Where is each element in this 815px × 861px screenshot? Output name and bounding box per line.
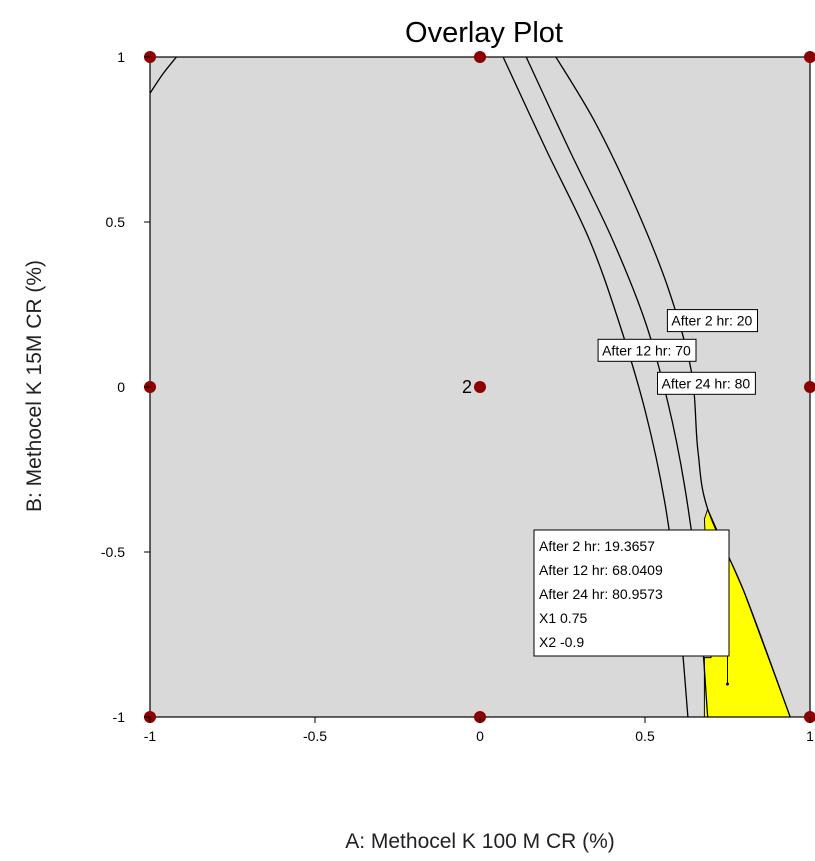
x-tick-label: -1 (144, 728, 157, 744)
flag-line-2: After 12 hr: 68.0409 (539, 562, 663, 578)
contour-label-text: After 12 hr: 70 (602, 342, 691, 358)
x-axis-label: A: Methocel K 100 M CR (%) (345, 830, 615, 853)
contour-label-text: After 24 hr: 80 (662, 375, 751, 391)
design-point-3 (804, 51, 815, 63)
x-tick-label: -0.5 (303, 728, 327, 744)
flag-line-4: X1 0.75 (539, 610, 587, 626)
y-axis-label: B: Methocel K 15M CR (%) (23, 260, 46, 512)
x-tick-label: 0.5 (635, 728, 655, 744)
flag-box: After 2 hr: 19.3657 After 12 hr: 68.0409 A… (533, 529, 730, 657)
plot-area: After 2 hr: 20 After 12 hr: 70 After 24 hr… (144, 51, 815, 723)
y-tick-label: 0.5 (106, 214, 126, 230)
flag-line-5: X2 -0.9 (539, 634, 584, 650)
x-tick-label: 0 (476, 728, 484, 744)
contour-label-1: After 2 hr: 20 (666, 309, 759, 333)
design-point-5 (474, 381, 486, 393)
contour-line-3 (555, 57, 791, 717)
corner-contour-line (150, 57, 177, 94)
design-point-2 (474, 51, 486, 63)
contour-label-3: After 24 hr: 80 (657, 371, 756, 395)
y-tick-label: 1 (117, 49, 125, 65)
x-tick-label: 1 (806, 728, 814, 744)
y-axis-ticks: -1 -0.5 0 0.5 1 (101, 49, 150, 725)
y-tick-label: -1 (113, 709, 126, 725)
flag-line-3: After 24 hr: 80.9573 (539, 586, 663, 602)
y-tick-label: -0.5 (101, 544, 125, 560)
design-point-6 (804, 381, 815, 393)
chart-title: Overlay Plot (405, 17, 563, 49)
contour-label-text: After 2 hr: 20 (671, 313, 752, 329)
contour-label-2: After 12 hr: 70 (597, 338, 697, 362)
y-tick-label: 0 (117, 379, 125, 395)
flag-line-1: After 2 hr: 19.3657 (539, 538, 655, 554)
flag-point (726, 682, 729, 686)
point-annotation: 2 (462, 377, 472, 397)
x-axis-ticks: -1 -0.5 0 0.5 1 (144, 717, 814, 744)
